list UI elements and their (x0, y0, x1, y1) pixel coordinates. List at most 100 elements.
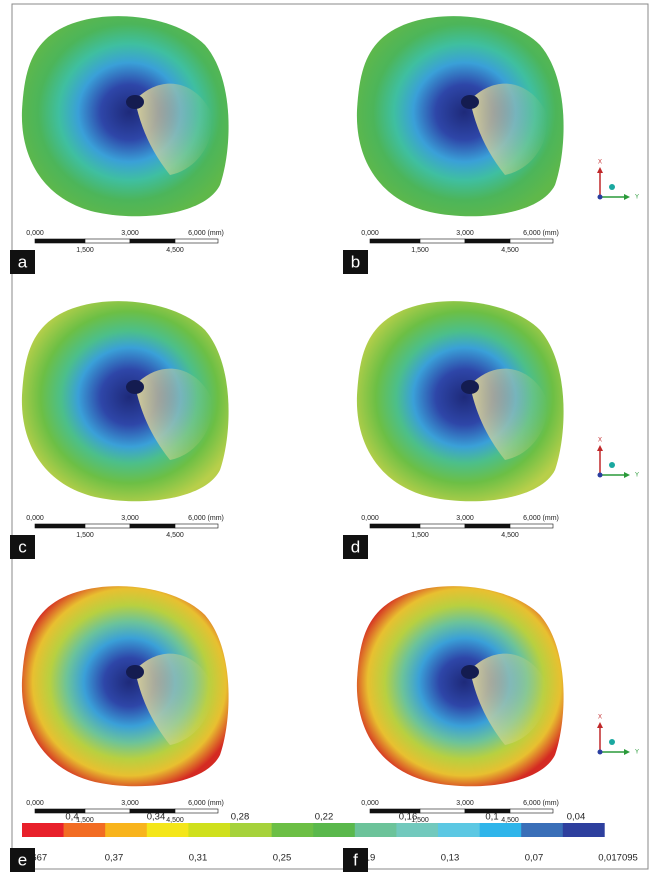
color-bar-segment (22, 823, 64, 837)
scale-label: 0,000 (361, 800, 379, 807)
axis-z (609, 184, 615, 190)
scale-segment (85, 809, 130, 813)
scale-segment (370, 524, 420, 528)
scale-label: 3,000 (121, 800, 139, 807)
axis-z (609, 462, 615, 468)
color-bar-segment (272, 823, 314, 837)
axis-x-head (597, 445, 603, 451)
color-bar-label: 0,25 (273, 853, 292, 864)
scale-segment (85, 239, 130, 243)
axis-origin (598, 750, 603, 755)
color-bar-segment (521, 823, 563, 837)
scale-label: 3,000 (456, 230, 474, 237)
color-bar-label: 0,28 (231, 812, 250, 823)
scale-label: 1,500 (411, 532, 429, 539)
scale-segment (130, 524, 175, 528)
axis-label: Y (635, 473, 639, 479)
scale-label: 6,000 (mm) (523, 230, 559, 237)
axis-label: X (598, 160, 602, 166)
axis-label: X (598, 715, 602, 721)
color-bar-label: 0,04 (567, 812, 586, 823)
scale-label: 6,000 (mm) (188, 800, 224, 807)
scale-segment (130, 239, 175, 243)
scale-label: 6,000 (mm) (523, 800, 559, 807)
panel-label: f (353, 850, 358, 869)
panel-label: a (18, 252, 28, 271)
center-hole (461, 95, 479, 109)
color-bar-segment (438, 823, 480, 837)
scale-label: 4,500 (166, 532, 184, 539)
scale-label: 0,000 (361, 515, 379, 522)
scale-label: 3,000 (456, 800, 474, 807)
axis-label: Y (635, 750, 639, 756)
axis-z (609, 739, 615, 745)
color-bar-segment (188, 823, 230, 837)
scale-segment (175, 524, 218, 528)
axis-origin (598, 195, 603, 200)
axis-y-head (624, 749, 630, 755)
panel: 0,0003,0006,000 (mm)1,5004,500 (22, 16, 229, 254)
scale-label: 4,500 (501, 247, 519, 254)
color-bar-segment (147, 823, 189, 837)
color-bar-segment (64, 823, 106, 837)
scale-label: 1,500 (76, 817, 94, 824)
axis-label: Y (635, 195, 639, 201)
color-bar-label: 0,31 (189, 853, 208, 864)
scale-label: 4,500 (166, 247, 184, 254)
panel-label: d (351, 537, 360, 556)
color-bar-label: 0,017095 (598, 853, 638, 864)
scale-label: 1,500 (76, 247, 94, 254)
figure: 0,000 3,000 6,000 (mm) 1,500 4,500 0,000 3,000… (0, 0, 660, 873)
color-bar-label: 0,16 (399, 812, 418, 823)
panel-label: c (18, 537, 27, 556)
center-hole (126, 95, 144, 109)
scale-segment (370, 239, 420, 243)
scale-segment (510, 524, 553, 528)
color-bar-label: 0,1 (485, 812, 498, 823)
scale-label: 0,000 (26, 515, 44, 522)
scale-label: 0,000 (26, 800, 44, 807)
axis-x-head (597, 167, 603, 173)
panel-label: e (18, 850, 27, 869)
scale-segment (35, 524, 85, 528)
scale-label: 3,000 (456, 515, 474, 522)
color-bar-label: 0,34 (147, 812, 166, 823)
scale-label: 4,500 (501, 817, 519, 824)
scale-segment (510, 809, 553, 813)
scale-label: 4,500 (501, 532, 519, 539)
scale-label: 6,000 (mm) (188, 230, 224, 237)
color-bar-segment (396, 823, 438, 837)
color-bar-segment (105, 823, 147, 837)
color-bar-label: 0,22 (315, 812, 334, 823)
color-bar-segment (230, 823, 272, 837)
color-bar-segment (313, 823, 355, 837)
axis-label: X (598, 438, 602, 444)
scale-segment (420, 239, 465, 243)
axis-x-head (597, 722, 603, 728)
scale-segment (420, 809, 465, 813)
center-hole (461, 380, 479, 394)
color-bar-segment (355, 823, 397, 837)
scale-label: 1,500 (76, 532, 94, 539)
scale-segment (420, 524, 465, 528)
scale-segment (85, 524, 130, 528)
color-bar-label: 0,37 (105, 853, 124, 864)
color-bar-label: 0,4 (65, 812, 78, 823)
scale-segment (465, 239, 510, 243)
axis-y-head (624, 194, 630, 200)
scale-segment (510, 239, 553, 243)
center-hole (461, 665, 479, 679)
scale-label: 0,000 (361, 230, 379, 237)
scale-segment (175, 239, 218, 243)
scale-segment (465, 524, 510, 528)
color-bar-label: 0,07 (525, 853, 544, 864)
color-bar-segment (563, 823, 605, 837)
axis-origin (598, 473, 603, 478)
axis-y-head (624, 472, 630, 478)
color-bar-label: 0,13 (441, 853, 460, 864)
